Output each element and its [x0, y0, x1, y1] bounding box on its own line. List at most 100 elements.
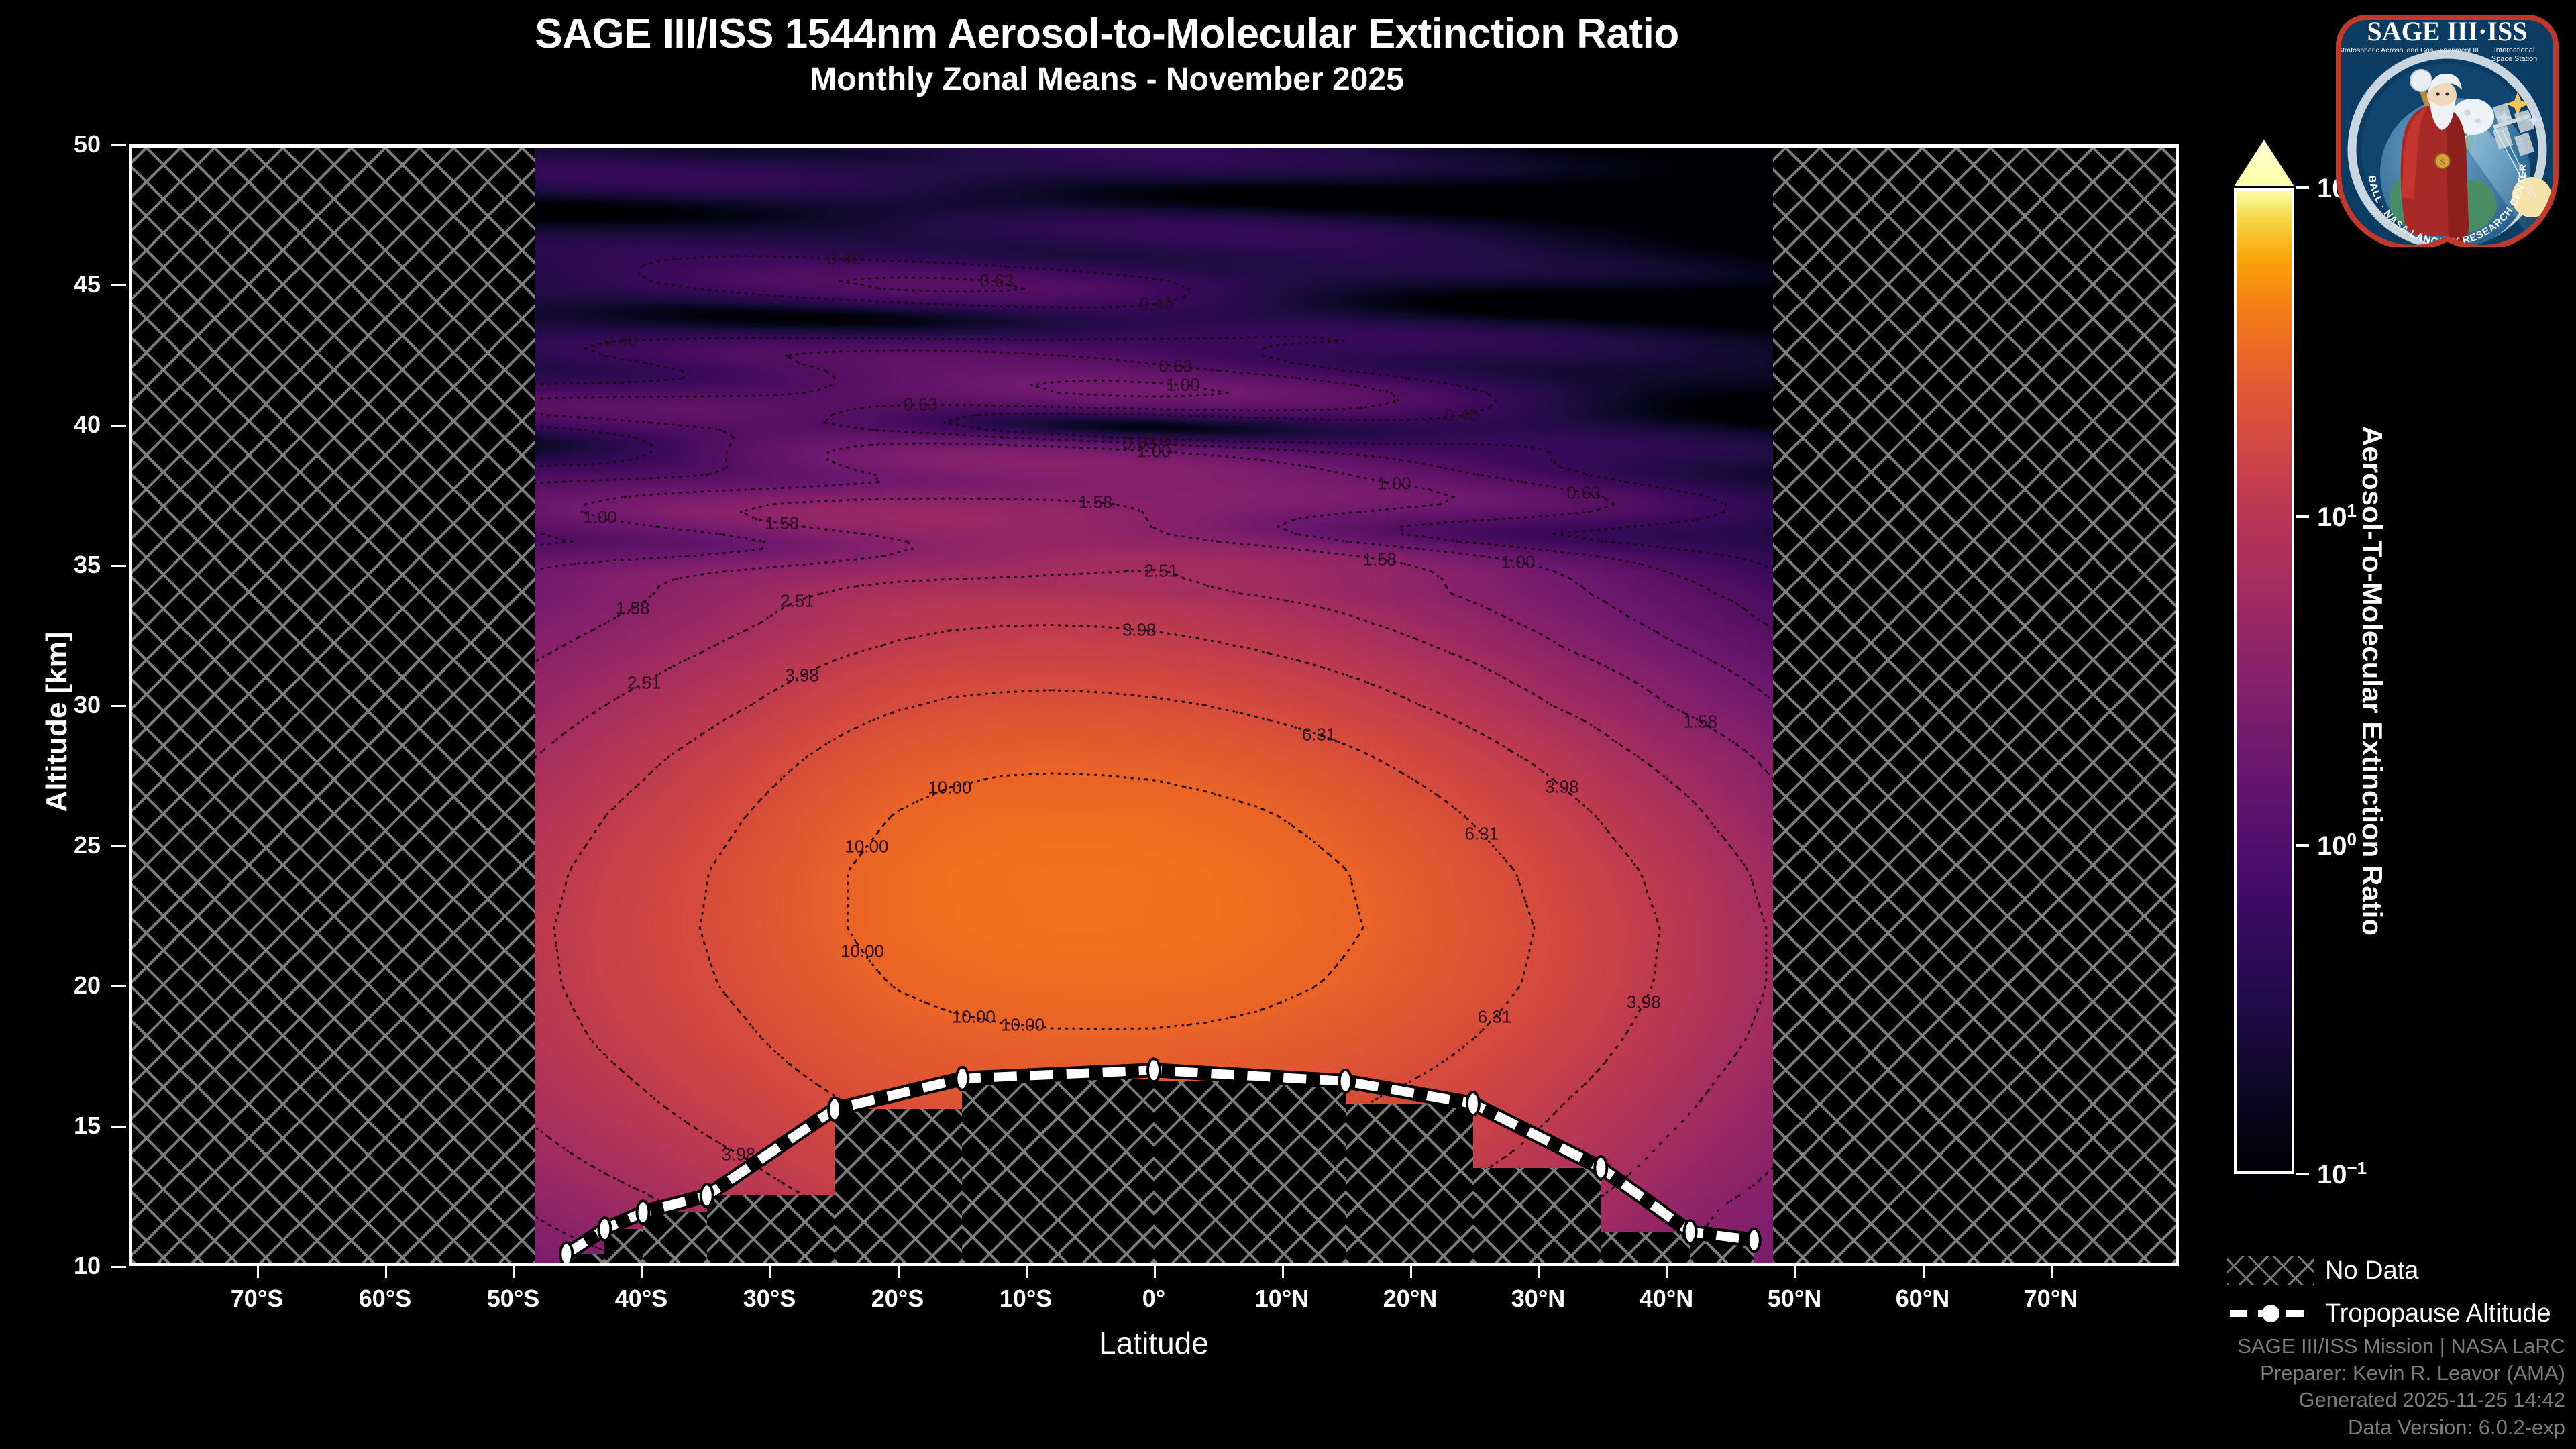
x-tick-label-50°S: 50°S	[486, 1285, 540, 1312]
svg-text:S: S	[2440, 157, 2445, 166]
contour-label: 0.40	[1144, 429, 1179, 449]
x-tick	[641, 1266, 643, 1278]
contour-line-0.63	[535, 278, 1774, 629]
colorbar-tick-label-1e1: 101	[2317, 500, 2357, 533]
contour-label: 1.58	[1362, 549, 1397, 570]
contour-label: 0.63	[904, 394, 938, 415]
contour-label: 0.40	[827, 248, 861, 269]
tropopause-marker	[1340, 1070, 1352, 1093]
contour-label: 0.63	[1566, 482, 1601, 503]
contour-label: 1.58	[765, 513, 800, 533]
y-tick	[111, 705, 126, 707]
tropopause-marker	[828, 1098, 841, 1121]
y-tick	[111, 284, 126, 286]
below-tropopause-mask	[962, 1078, 1154, 1263]
credit-preparer: Preparer: Kevin R. Leavor (AMA)	[2260, 1361, 2565, 1385]
tropopause-line-outline	[566, 1070, 1754, 1254]
title-block: SAGE III/ISS 1544nm Aerosol-to-Molecular…	[0, 12, 2214, 98]
legend-item-no-data: No Data	[2227, 1249, 2576, 1292]
y-tick-label-45: 45	[73, 270, 101, 298]
contour-label: 0.40	[603, 330, 638, 351]
svg-text:Space Station: Space Station	[2491, 55, 2538, 63]
contour-line-1.00	[535, 380, 1774, 702]
y-axis-title: Altitude [km]	[40, 631, 73, 812]
contour-label: 1.58	[615, 598, 650, 619]
y-tick-label-40: 40	[73, 411, 101, 438]
colorbar-tick	[2296, 1173, 2309, 1175]
contour-label: 1.00	[1377, 473, 1411, 494]
x-tick-label-50°N: 50°N	[1767, 1285, 1822, 1312]
tropopause-marker	[1148, 1059, 1160, 1081]
contour-line-10.00	[847, 773, 1362, 1029]
x-tick	[513, 1266, 515, 1278]
contour-label: 2.51	[627, 672, 661, 693]
x-tick	[1410, 1266, 1412, 1278]
y-tick	[111, 565, 126, 567]
y-tick-label-30: 30	[73, 691, 101, 718]
x-tick-label-0°: 0°	[1142, 1285, 1166, 1312]
colorbar-tick-label-1e0: 100	[2317, 828, 2357, 861]
contour-label: 10.00	[951, 1006, 996, 1027]
x-tick	[1154, 1266, 1156, 1278]
y-tick-label-50: 50	[73, 130, 101, 158]
tropopause-altitude-line	[132, 148, 2176, 1263]
x-tick-label-70°S: 70°S	[230, 1285, 284, 1312]
contour-label: 0.63	[1122, 433, 1157, 453]
figure-title: SAGE III/ISS 1544nm Aerosol-to-Molecular…	[535, 11, 1679, 57]
tropopause-marker	[1467, 1092, 1479, 1115]
contour-line-2.51	[535, 570, 1766, 1263]
colorbar-tick	[2296, 186, 2309, 189]
plot-clip: 0.40 0.40 0.40 0.40 0.40 0.63 0.63 0.63 0.63 0.63…	[132, 148, 2176, 1263]
contour-label: 3.98	[1627, 991, 1661, 1012]
legend-label-no-data: No Data	[2325, 1256, 2419, 1285]
tropopause-marker	[560, 1243, 572, 1263]
svg-text:SAGE III·ISS: SAGE III·ISS	[2367, 16, 2527, 46]
y-tick	[111, 144, 126, 146]
tropopause-marker	[637, 1201, 649, 1224]
x-tick	[1538, 1266, 1540, 1278]
contour-label: 0.63	[1159, 356, 1193, 376]
contour-label: 0.40	[1139, 293, 1174, 314]
tropopause-marker	[1748, 1229, 1760, 1252]
contour-label: 10.00	[1000, 1014, 1044, 1035]
y-tick-label-25: 25	[73, 831, 101, 859]
sage-iii-iss-mission-patch: S BALL · NASA LANGLEY RESEARCH CENTER · …	[2335, 15, 2559, 247]
x-tick-label-40°N: 40°N	[1639, 1285, 1694, 1312]
contour-label: 0.63	[979, 270, 1014, 291]
x-tick	[898, 1266, 900, 1278]
contour-label: 10.00	[845, 836, 889, 857]
tropopause-marker	[1595, 1157, 1607, 1179]
y-tick	[111, 1126, 126, 1128]
below-tropopause-mask-layer	[535, 148, 1774, 1263]
x-tick	[1794, 1266, 1796, 1278]
x-axis-title: Latitude	[1099, 1326, 1209, 1360]
x-tick	[1666, 1266, 1668, 1278]
x-tick	[1923, 1266, 1925, 1278]
contour-label: 1.00	[1501, 551, 1536, 572]
contour-line-0.40	[535, 256, 1774, 568]
contour-label: 1.00	[1136, 441, 1171, 462]
below-tropopause-mask	[1345, 1104, 1473, 1263]
x-tick	[769, 1266, 771, 1278]
x-tick-label-30°N: 30°N	[1511, 1285, 1566, 1312]
contour-label: 1.58	[1078, 492, 1113, 513]
x-tick	[1026, 1266, 1028, 1278]
below-tropopause-mask	[1472, 1167, 1601, 1263]
below-tropopause-mask	[706, 1195, 835, 1263]
y-tick	[111, 1266, 126, 1268]
x-tick-label-20°N: 20°N	[1383, 1285, 1438, 1312]
colorbar-tick	[2296, 515, 2309, 518]
colorbar: 10210110010−1	[2234, 140, 2367, 1222]
contour-label: 2.51	[1144, 560, 1179, 581]
contour-label: 6.31	[1301, 724, 1336, 745]
credit-mission: SAGE III/ISS Mission | NASA LaRC	[2237, 1334, 2565, 1358]
contour-label: 3.98	[1122, 619, 1157, 640]
credits-block: SAGE III/ISS Mission | NASA LaRC Prepare…	[2237, 1333, 2565, 1441]
contour-label: 3.98	[785, 665, 819, 686]
contour-label: 10.00	[840, 941, 885, 961]
x-tick-label-20°S: 20°S	[871, 1285, 924, 1312]
contour-label: 3.98	[1544, 776, 1579, 797]
tropopause-marker	[1684, 1220, 1697, 1243]
colorbar-tick	[2296, 844, 2309, 847]
